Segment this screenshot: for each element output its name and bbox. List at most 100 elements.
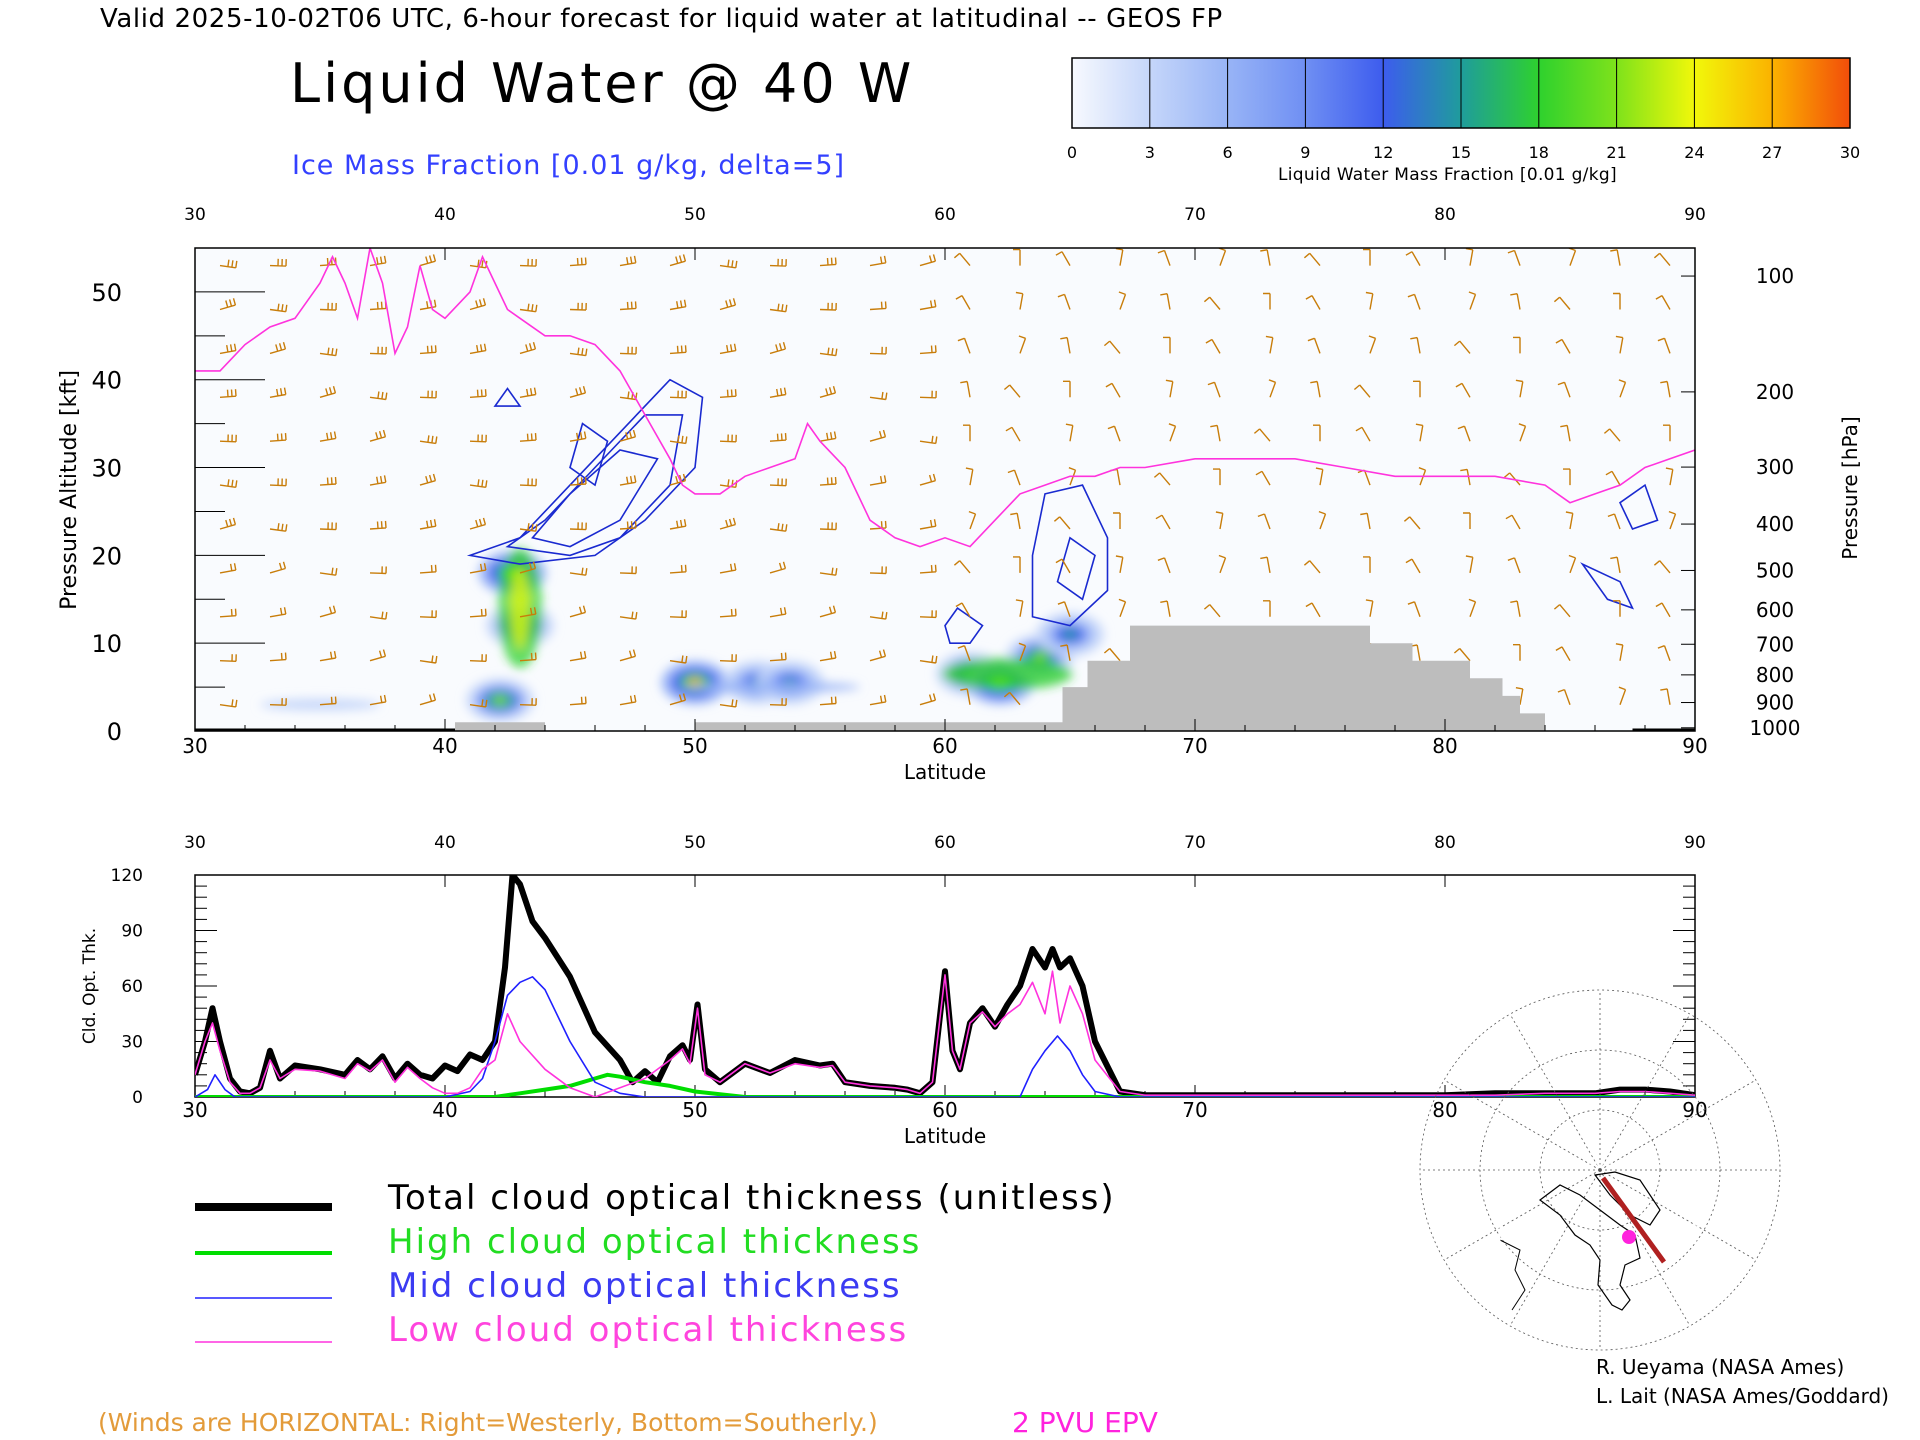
wind-barb	[1465, 248, 1474, 266]
map-forecast-point	[1622, 1230, 1636, 1244]
map-coastline	[1593, 1171, 1661, 1226]
wind-barb	[669, 299, 687, 311]
ice-contour	[1056, 536, 1096, 601]
wind-barb	[1563, 468, 1571, 486]
wind-barb	[1118, 598, 1127, 618]
wind-barb	[1557, 688, 1571, 705]
colorbar-tick-label: 18	[1529, 143, 1549, 162]
wind-barb	[1453, 340, 1471, 354]
wind-barb	[1613, 292, 1621, 310]
wind-barb	[1018, 335, 1027, 354]
wind-barb	[953, 560, 971, 574]
wind-barb	[919, 519, 937, 530]
colorbar-tick-label: 21	[1606, 143, 1626, 162]
wind-barb	[1263, 600, 1271, 617]
wind-barb	[769, 387, 787, 398]
wind-barb	[1068, 467, 1077, 486]
wind-barb	[719, 608, 737, 618]
wind-barb	[619, 255, 637, 267]
valid-line: Valid 2025-10-02T06 UTC, 6-hour forecast…	[100, 4, 1223, 34]
high-series-line	[195, 1072, 1695, 1097]
x-tick-label-top: 60	[934, 833, 956, 853]
y-tick-label: 0	[107, 718, 122, 746]
wind-barb	[1403, 516, 1421, 530]
wind-barb	[1257, 513, 1271, 530]
liquid-water-layer	[680, 681, 860, 694]
x-tick-label-top: 40	[434, 833, 456, 853]
wind-barb	[1215, 511, 1224, 530]
wind-barb	[1268, 379, 1277, 398]
wind-barb	[1557, 381, 1571, 398]
x-axis-label: Latitude	[904, 1124, 986, 1148]
winds-note: (Winds are HORIZONTAL: Right=Westerly, B…	[98, 1408, 878, 1437]
wind-barb	[269, 303, 288, 313]
wind-barb	[1307, 337, 1321, 354]
x-tick-label-top: 90	[1684, 205, 1706, 225]
wind-barb	[669, 564, 687, 574]
wind-barb	[619, 611, 638, 620]
liquid-water-cell	[1033, 651, 1047, 662]
wind-barb	[919, 564, 937, 574]
wind-barb	[1510, 600, 1521, 617]
x-tick-label-bottom: 70	[1182, 1098, 1207, 1122]
colorbar-tick-label: 15	[1451, 143, 1471, 162]
wind-barb	[319, 650, 337, 662]
x-axis-label: Latitude	[904, 760, 986, 784]
wind-barb	[1003, 691, 1021, 706]
wind-barb	[519, 433, 537, 442]
wind-barb	[619, 520, 637, 530]
colorbar-tick-label: 24	[1684, 143, 1704, 162]
wind-barb	[1465, 555, 1474, 574]
wind-barb	[219, 517, 237, 530]
wind-barb	[1255, 470, 1271, 486]
wind-barb	[1407, 293, 1421, 310]
wind-barb	[819, 650, 837, 662]
legend-total-label: Total cloud optical thickness (unitless)	[388, 1178, 1116, 1218]
wind-barb	[419, 390, 437, 399]
wind-barb	[419, 564, 437, 574]
x-tick-label-top: 40	[434, 205, 456, 225]
wind-barb	[1118, 291, 1127, 310]
pressure-tick-label: 700	[1756, 632, 1794, 656]
epv-label: 2 PVU EPV	[1012, 1406, 1158, 1439]
x-tick-label-bottom: 50	[682, 1098, 707, 1122]
wind-barb	[1468, 291, 1477, 310]
wind-barb	[669, 390, 687, 399]
wind-barb	[269, 342, 287, 355]
wind-barb	[469, 517, 487, 530]
wind-barb	[269, 698, 287, 706]
wind-barb	[1013, 248, 1021, 266]
top-panel-background	[195, 248, 1695, 731]
wind-barb	[219, 654, 237, 662]
y-tick-label: 30	[91, 455, 122, 483]
x-tick-label-top: 80	[1434, 833, 1456, 853]
wind-barb	[819, 476, 837, 486]
wind-barb	[1263, 292, 1271, 310]
wind-barb	[1055, 558, 1071, 574]
wind-barb	[869, 694, 887, 706]
wind-barb	[819, 257, 837, 267]
wind-barb	[1463, 512, 1471, 529]
y-axis-label: Cld. Opt. Thk.	[80, 928, 100, 1044]
wind-barb	[569, 522, 587, 531]
x-tick-label-top: 90	[1684, 833, 1706, 853]
x-tick-label-bottom: 50	[682, 734, 707, 758]
wind-barb	[1363, 556, 1371, 573]
wind-barb	[1365, 599, 1374, 617]
wind-barb	[1115, 248, 1124, 266]
wind-barb	[1305, 294, 1321, 310]
wind-barb	[1655, 294, 1671, 310]
wind-barb	[869, 391, 888, 401]
y-tick-label: 120	[111, 866, 143, 886]
wind-barb	[1418, 467, 1427, 486]
wind-barb	[1210, 424, 1221, 442]
wind-barb	[1660, 380, 1671, 398]
wind-barb	[1018, 642, 1027, 661]
wind-barb	[719, 259, 738, 269]
wind-barb	[669, 345, 687, 355]
low-series-line	[195, 970, 1695, 1097]
wind-barb	[960, 688, 971, 705]
liquid-water-cell	[1063, 629, 1077, 640]
wind-barb	[1513, 644, 1521, 661]
wind-barb	[1105, 382, 1121, 398]
